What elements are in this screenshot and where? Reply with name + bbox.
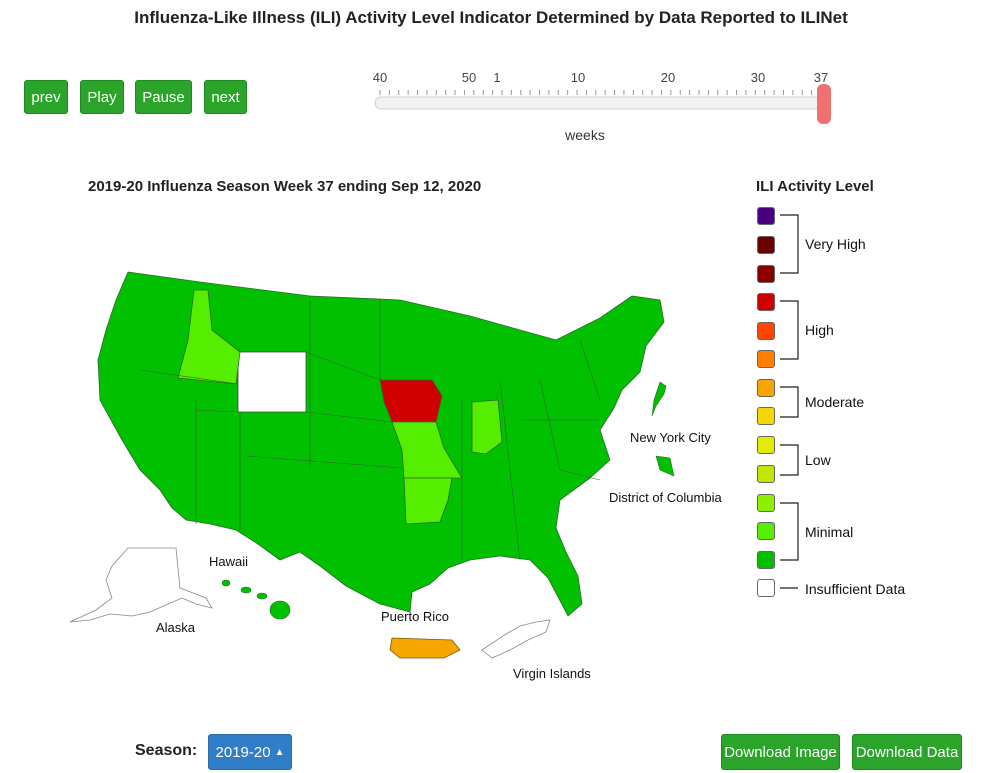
state-borders [139,300,601,561]
tick-label: 50 [462,70,476,85]
state-wyoming [237,351,307,413]
label-alaska: Alaska [156,620,196,635]
legend-swatch [757,207,775,225]
legend-brackets [780,214,799,589]
label-district-of-columbia: District of Columbia [609,490,722,505]
state-alaska [69,547,213,623]
legend-label-insufficient-data: Insufficient Data [805,581,906,597]
legend-swatch [757,322,775,340]
state-iowa [379,379,443,423]
legend-swatch [757,465,775,483]
legend-swatch [757,236,775,254]
label-new-york-city: New York City [630,430,711,445]
legend-swatch [757,522,775,540]
tick-label: 30 [751,70,765,85]
tick-label: 40 [373,70,387,85]
legend-swatch [757,579,775,597]
legend-label-high: High [805,322,834,338]
tick-label: 1 [493,70,500,85]
next-button[interactable]: next [204,80,247,114]
state-idaho [177,289,241,385]
state-contiguous-us [97,271,665,617]
label-virgin-islands: Virgin Islands [513,666,591,681]
download-image-button[interactable]: Download Image [721,734,840,770]
caret-up-icon: ▲ [274,746,285,758]
pause-button[interactable]: Pause [135,80,192,114]
state-hawaii [221,579,291,620]
tick-label: 20 [661,70,675,85]
label-puerto-rico: Puerto Rico [381,609,449,624]
territory-puerto-rico [389,637,461,659]
page-title: Influenza-Like Illness (ILI) Activity Le… [134,8,848,27]
season-label: Season: [135,742,198,759]
play-button[interactable]: Play [80,80,124,114]
slider-axis-label: weeks [564,127,605,143]
legend-swatch [757,350,775,368]
legend-label-low: Low [805,452,831,468]
slider-track[interactable] [374,96,826,110]
us-map [69,271,675,659]
legend-swatch [757,379,775,397]
legend-swatch [757,407,775,425]
tick-label: 10 [571,70,585,85]
tick-label: 37 [814,70,828,85]
season-select[interactable]: 2019-20 ▲ [208,734,292,770]
map-title: 2019-20 Influenza Season Week 37 ending … [88,178,482,195]
legend-swatch [757,494,775,512]
territory-virgin-islands [481,619,551,659]
download-data-button[interactable]: Download Data [852,734,962,770]
season-value: 2019-20 [215,743,271,761]
state-indiana [471,399,503,455]
slider-ticks [379,90,822,95]
legend-title: ILI Activity Level [756,178,874,195]
week-slider[interactable]: 40 50 1 10 20 30 37 weeks [370,68,840,148]
legend-label-moderate: Moderate [805,394,865,410]
legend-swatch [757,436,775,454]
slider-handle[interactable] [817,84,831,124]
label-hawaii: Hawaii [209,554,249,569]
marker-dc [655,455,675,477]
prev-button[interactable]: prev [24,80,68,114]
legend-swatch [757,265,775,283]
legend-swatch [757,293,775,311]
marker-nyc [651,381,667,417]
legend-swatch [757,551,775,569]
legend-label-very-high: Very High [805,236,866,252]
legend-label-minimal: Minimal [805,524,854,540]
state-arkansas [403,477,453,525]
